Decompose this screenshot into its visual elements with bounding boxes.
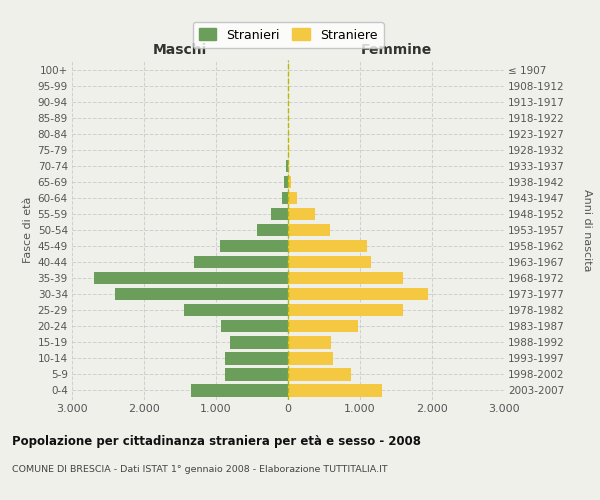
Bar [288, 304, 403, 316]
Bar [191, 384, 288, 396]
Bar [284, 176, 288, 188]
Text: COMUNE DI BRESCIA - Dati ISTAT 1° gennaio 2008 - Elaborazione TUTTITALIA.IT: COMUNE DI BRESCIA - Dati ISTAT 1° gennai… [12, 465, 388, 474]
Bar [288, 352, 332, 364]
Text: Femmine: Femmine [361, 43, 431, 57]
Bar [288, 336, 331, 348]
Bar [288, 288, 428, 300]
Bar [288, 176, 291, 188]
Bar [286, 160, 288, 172]
Bar [115, 288, 288, 300]
Bar [288, 256, 371, 268]
Bar [288, 320, 358, 332]
Bar [288, 240, 367, 252]
Bar [288, 272, 403, 284]
Bar [194, 256, 288, 268]
Bar [94, 272, 288, 284]
Bar [288, 368, 350, 380]
Bar [288, 208, 316, 220]
Text: Popolazione per cittadinanza straniera per età e sesso - 2008: Popolazione per cittadinanza straniera p… [12, 435, 421, 448]
Bar [281, 192, 288, 204]
Bar [271, 208, 288, 220]
Bar [288, 384, 382, 396]
Legend: Stranieri, Straniere: Stranieri, Straniere [193, 22, 383, 48]
Bar [288, 224, 330, 236]
Bar [230, 336, 288, 348]
Bar [226, 352, 288, 364]
Bar [288, 160, 289, 172]
Bar [226, 368, 288, 380]
Text: Maschi: Maschi [153, 43, 207, 57]
Bar [220, 240, 288, 252]
Bar [257, 224, 288, 236]
Y-axis label: Anni di nascita: Anni di nascita [581, 188, 592, 271]
Bar [288, 144, 289, 156]
Bar [221, 320, 288, 332]
Bar [184, 304, 288, 316]
Y-axis label: Fasce di età: Fasce di età [23, 197, 34, 263]
Bar [288, 192, 296, 204]
